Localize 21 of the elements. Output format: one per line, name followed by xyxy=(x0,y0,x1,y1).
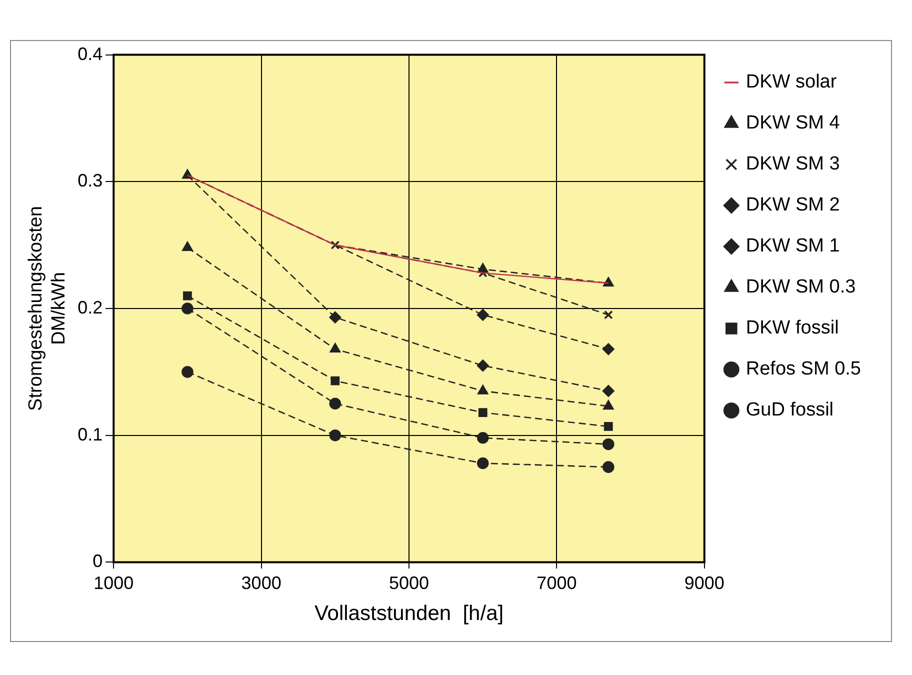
x-tick-label: 5000 xyxy=(388,572,430,593)
legend-label: DKW solar xyxy=(746,72,838,93)
x-tick-label: 9000 xyxy=(684,572,724,593)
legend-label: DKW SM 3 xyxy=(746,154,840,175)
legend-label: GuD fossil xyxy=(746,400,834,421)
y-tick-label: 0.4 xyxy=(78,44,103,64)
legend-label: DKW SM 0.3 xyxy=(746,276,856,298)
legend-label: DKW fossil xyxy=(746,318,839,339)
y-tick-label: 0.3 xyxy=(78,170,103,191)
legend-label: DKW SM 1 xyxy=(746,236,840,257)
y-axis-title: Stromgestehungskosten DM/kWh xyxy=(26,206,70,411)
legend-label: DKW SM 4 xyxy=(746,112,840,134)
x-tick-label: 3000 xyxy=(241,572,282,593)
legend-label: DKW SM 2 xyxy=(746,194,840,216)
x-tick-label: 1000 xyxy=(94,572,134,593)
x-axis-title: Vollaststunden [h/a] xyxy=(314,602,504,626)
y-tick-label: 0.2 xyxy=(78,297,103,318)
legend-label: Refos SM 0.5 xyxy=(746,358,862,380)
y-tick-label: 0.1 xyxy=(78,424,103,444)
y-tick-label: 0 xyxy=(92,551,103,572)
x-tick-label: 7000 xyxy=(536,572,577,593)
